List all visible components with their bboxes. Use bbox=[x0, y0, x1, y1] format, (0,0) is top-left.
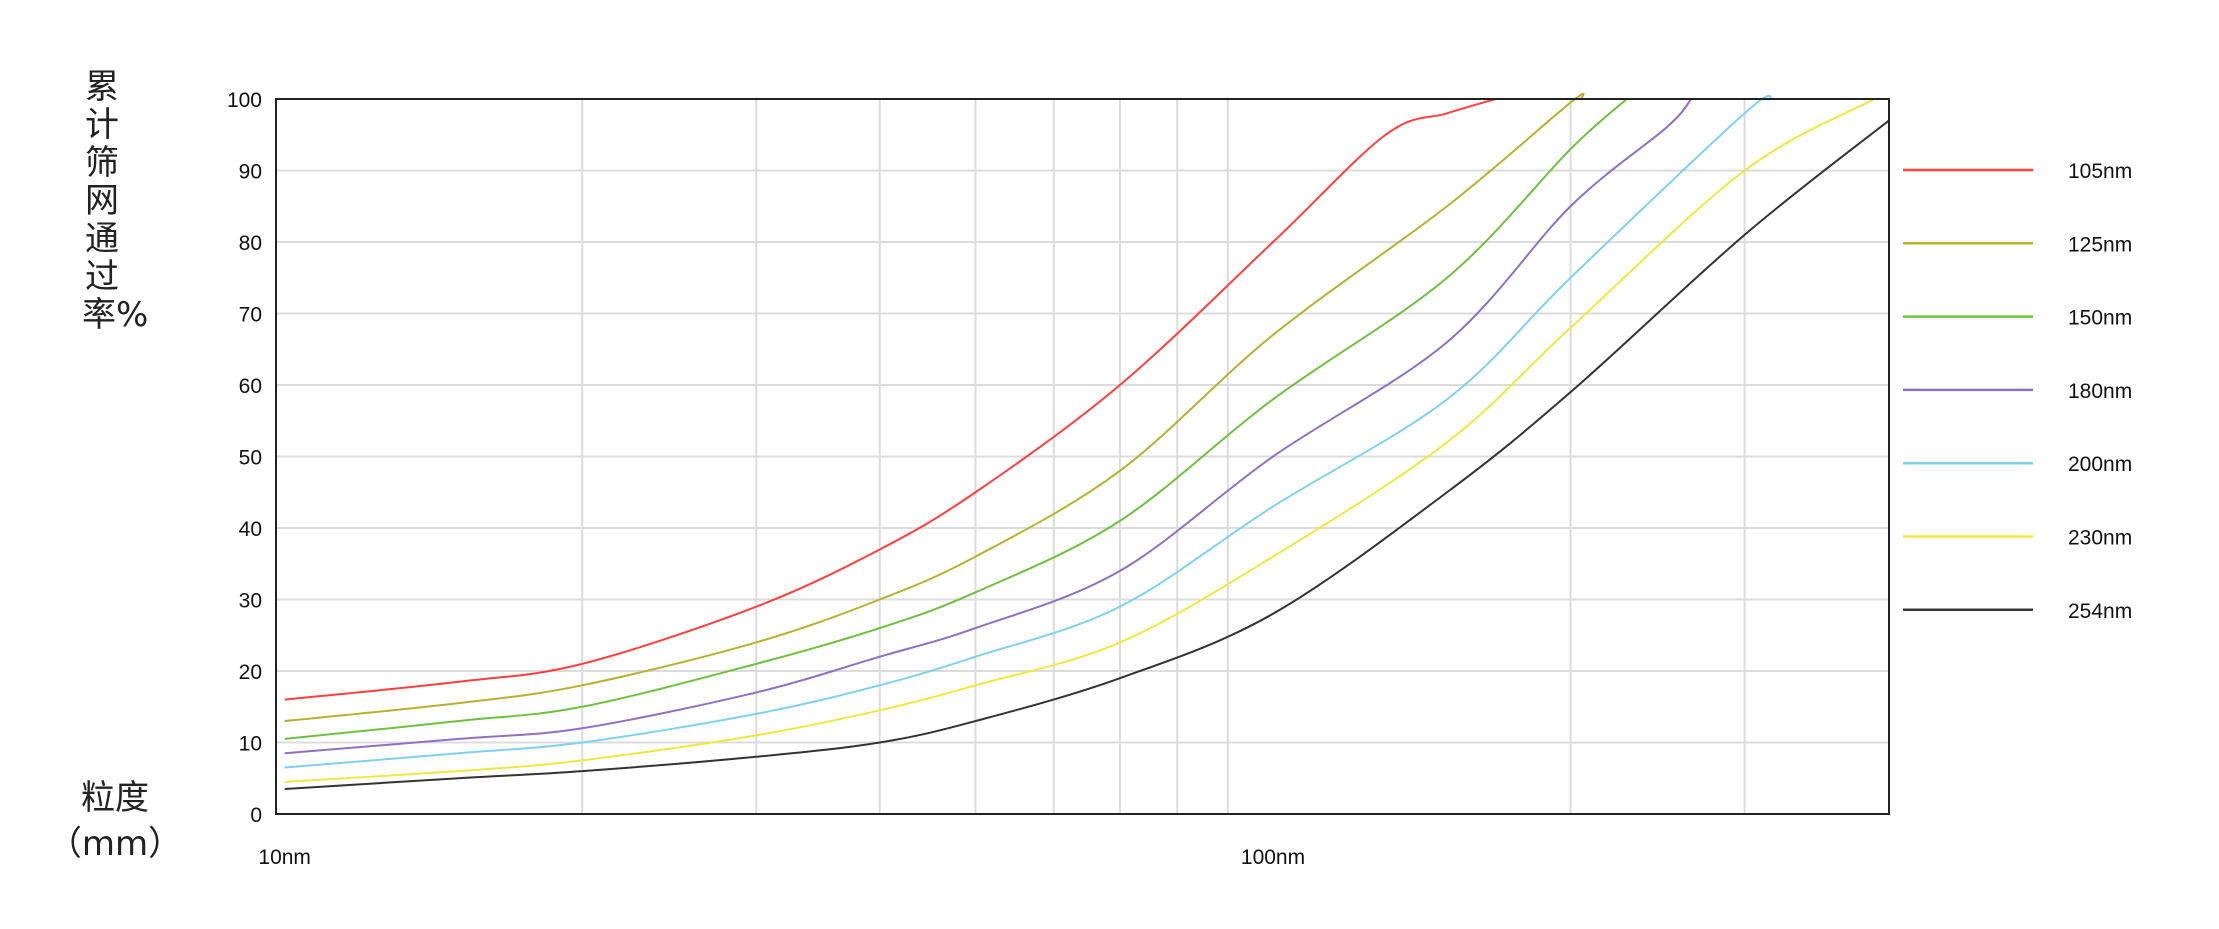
legend: 105nm 125nm 150nm 180nm 200nm 230nm 254nm bbox=[1903, 160, 2132, 623]
legend-label: 180nm bbox=[2068, 380, 2132, 403]
y-tick-label: 70 bbox=[239, 304, 262, 327]
series-line-230nm bbox=[284, 98, 1875, 783]
y-tick-label: 50 bbox=[239, 447, 262, 470]
series-line-180nm bbox=[284, 98, 1693, 755]
y-tick-label: 60 bbox=[239, 375, 262, 398]
legend-label: 230nm bbox=[2068, 527, 2132, 550]
x-axis-title: 粒度（mm） bbox=[47, 778, 183, 864]
y-tick-label: 30 bbox=[239, 590, 262, 613]
series-lines bbox=[284, 92, 1890, 790]
y-tick-label: 0 bbox=[250, 804, 262, 827]
y-tick-label: 10 bbox=[239, 733, 262, 756]
y-tick-label: 100 bbox=[227, 89, 262, 112]
legend-label: 254nm bbox=[2068, 600, 2132, 623]
series-line-150nm bbox=[284, 98, 1628, 740]
tick-labels: 0 10 20 30 40 50 60 70 80 90 100 10nm 100nm bbox=[227, 89, 1305, 869]
legend-label: 150nm bbox=[2068, 307, 2132, 330]
legend-label: 200nm bbox=[2068, 453, 2132, 476]
grid bbox=[276, 99, 1889, 814]
y-tick-label: 40 bbox=[239, 518, 262, 541]
x-tick-label: 10nm bbox=[258, 846, 311, 869]
series-line-200nm bbox=[284, 94, 1773, 769]
y-tick-label: 80 bbox=[239, 232, 262, 255]
y-tick-label: 20 bbox=[239, 661, 262, 684]
x-tick-label: 100nm bbox=[1241, 846, 1305, 869]
y-tick-label: 90 bbox=[239, 161, 262, 184]
legend-label: 125nm bbox=[2068, 233, 2132, 256]
series-line-254nm bbox=[284, 119, 1890, 790]
plot-frame bbox=[275, 98, 1890, 815]
series-line-105nm bbox=[284, 98, 1496, 701]
legend-label: 105nm bbox=[2068, 160, 2132, 183]
series-line-125nm bbox=[284, 92, 1585, 723]
